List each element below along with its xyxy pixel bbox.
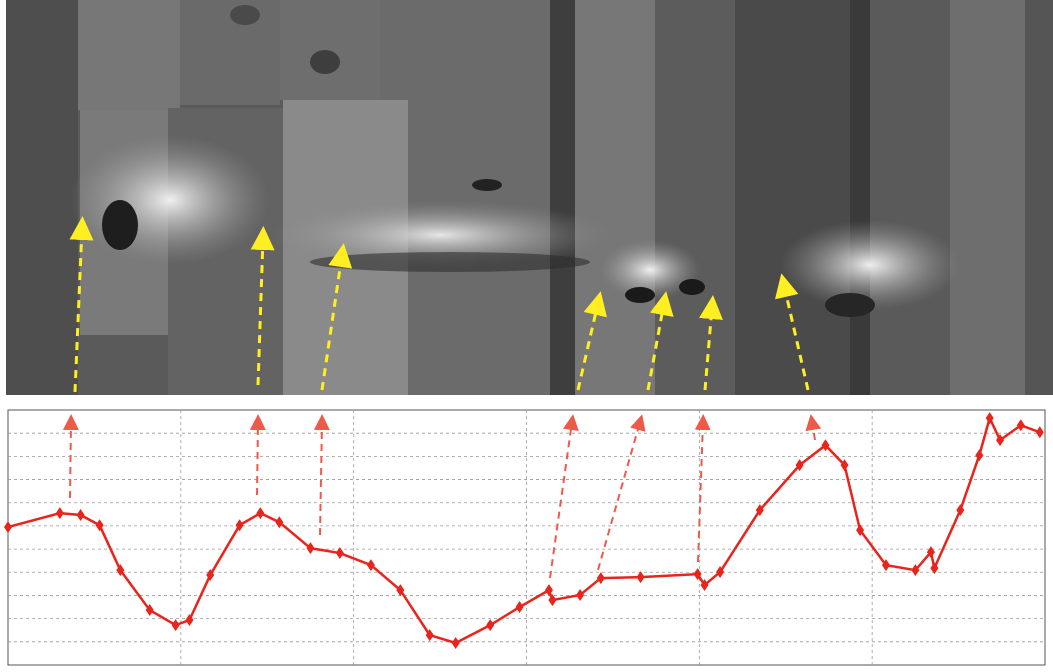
page: (() => { const data = JSON.parse(documen…	[0, 0, 1053, 672]
figure	[0, 0, 1053, 672]
profile-plot	[4, 410, 1045, 665]
lunar-mosaic	[6, 0, 1053, 395]
